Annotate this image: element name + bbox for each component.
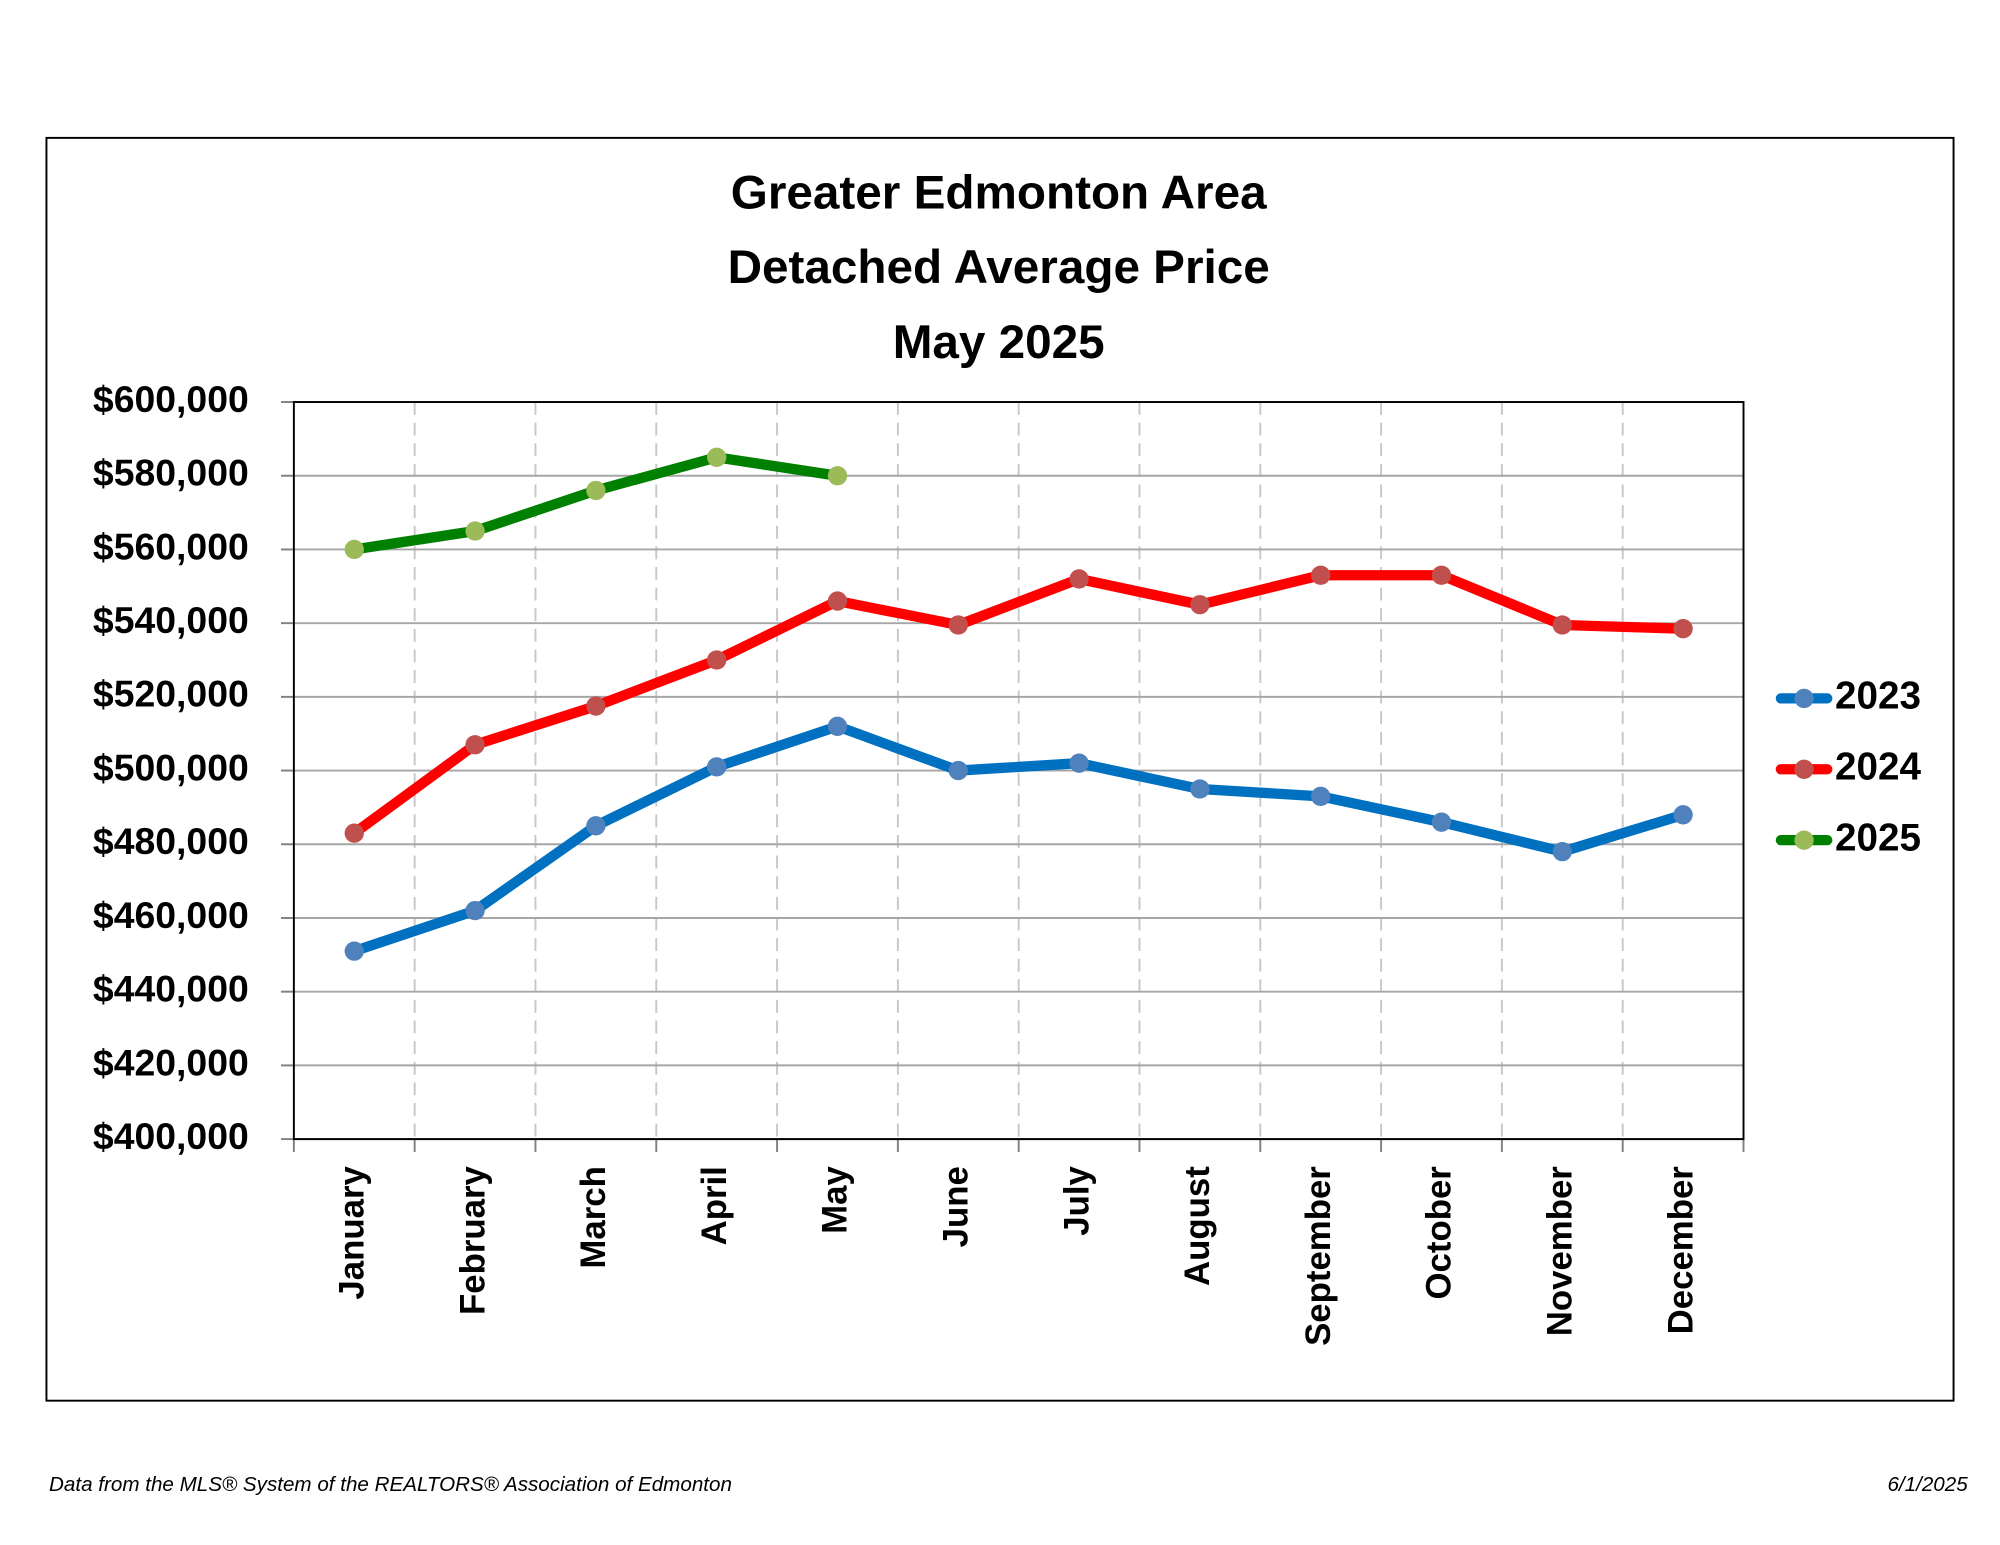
data-point [948, 615, 968, 635]
legend-label: 2025 [1835, 816, 1921, 859]
chart-title: Detached Average Price [728, 241, 1270, 294]
data-point [1673, 805, 1693, 825]
y-tick-label: $460,000 [93, 894, 249, 936]
data-point [707, 757, 727, 777]
data-point [1311, 565, 1331, 585]
data-point [465, 735, 485, 755]
plot-frame [292, 401, 1745, 1141]
y-tick-label: $520,000 [93, 673, 249, 715]
y-tick-label: $400,000 [93, 1115, 249, 1157]
data-point [1190, 779, 1210, 799]
series-line [349, 721, 1689, 957]
legend-label: 2024 [1835, 745, 1921, 788]
y-tick-label: $580,000 [93, 452, 249, 494]
legend-label: 2023 [1835, 675, 1921, 718]
data-point [827, 716, 848, 737]
series-line [349, 570, 1689, 839]
data-point [586, 480, 606, 501]
chart-frame [45, 136, 1955, 1402]
y-tick-label: $540,000 [93, 599, 249, 641]
x-tick-label: June [937, 1166, 975, 1247]
y-tick-label: $500,000 [93, 746, 249, 788]
data-point [948, 760, 968, 781]
data-point [1069, 753, 1089, 773]
x-tick-label: March [575, 1166, 613, 1268]
data-point [827, 591, 848, 611]
x-tick-label: December [1662, 1166, 1700, 1335]
y-tick-label: $440,000 [93, 968, 249, 1010]
series-line [349, 452, 843, 555]
chart-title: Greater Edmonton Area [731, 166, 1267, 219]
data-point [586, 696, 606, 716]
x-tick-label: August [1179, 1166, 1217, 1286]
data-point [465, 521, 485, 541]
data-point [344, 823, 364, 843]
legend-marker [1794, 688, 1814, 709]
y-tick-label: $600,000 [93, 378, 249, 420]
data-point [1431, 812, 1452, 832]
y-tick-label: $480,000 [93, 820, 249, 862]
data-point [1431, 565, 1452, 585]
data-point [1311, 786, 1331, 807]
legend-marker [1794, 759, 1814, 779]
x-tick-label: January [333, 1166, 371, 1300]
data-point [1552, 615, 1572, 635]
data-point [1673, 619, 1693, 639]
footer-source: Data from the MLS® System of the REALTOR… [49, 1473, 732, 1496]
data-point [827, 466, 848, 486]
y-tick-label: $420,000 [93, 1041, 249, 1083]
x-tick-label: April [696, 1166, 734, 1245]
chart-title: May 2025 [893, 316, 1105, 369]
data-point [1552, 841, 1572, 862]
x-tick-label: September [1300, 1166, 1338, 1346]
data-point [707, 650, 727, 670]
data-point [344, 539, 364, 560]
data-point [1190, 595, 1210, 615]
data-point [707, 447, 727, 467]
data-point [586, 816, 606, 836]
x-tick-label: November [1541, 1166, 1579, 1337]
data-point [465, 900, 485, 921]
x-tick-label: July [1058, 1166, 1096, 1236]
x-tick-label: May [817, 1166, 855, 1234]
x-tick-label: October [1421, 1166, 1459, 1300]
legend-marker [1794, 830, 1814, 850]
data-point [1069, 569, 1089, 589]
x-tick-label: February [454, 1166, 492, 1315]
footer-date: 6/1/2025 [1887, 1473, 1968, 1496]
data-point [344, 941, 364, 961]
y-tick-label: $560,000 [93, 525, 249, 567]
